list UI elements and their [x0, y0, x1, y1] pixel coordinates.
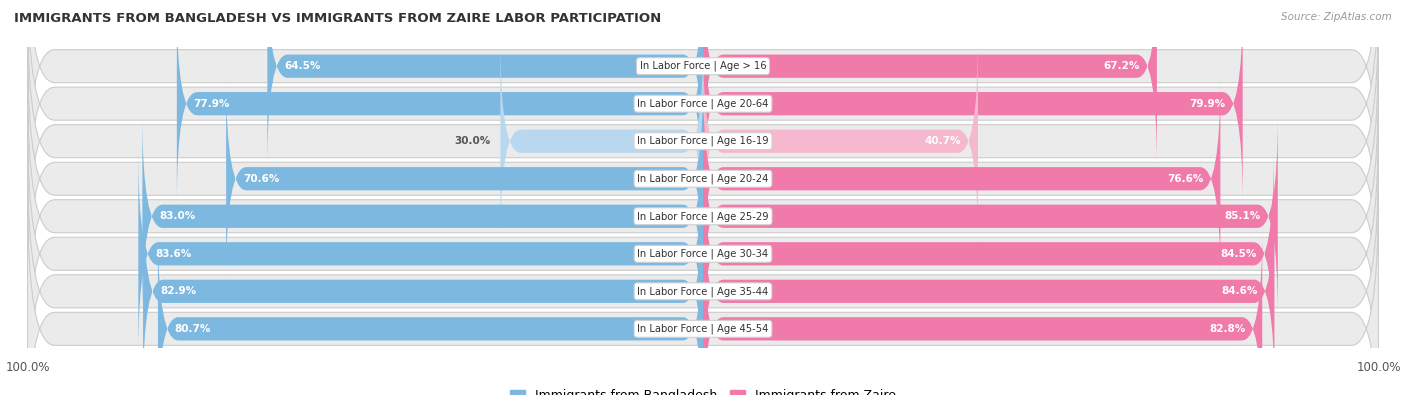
Text: In Labor Force | Age > 16: In Labor Force | Age > 16	[640, 61, 766, 71]
FancyBboxPatch shape	[28, 0, 1378, 237]
Text: 83.6%: 83.6%	[155, 249, 191, 259]
FancyBboxPatch shape	[703, 40, 979, 242]
Text: In Labor Force | Age 35-44: In Labor Force | Age 35-44	[637, 286, 769, 297]
Text: 82.9%: 82.9%	[160, 286, 195, 296]
Text: 84.6%: 84.6%	[1222, 286, 1257, 296]
Text: 76.6%: 76.6%	[1167, 174, 1204, 184]
Text: 83.0%: 83.0%	[159, 211, 195, 221]
Text: In Labor Force | Age 20-24: In Labor Force | Age 20-24	[637, 173, 769, 184]
Text: 64.5%: 64.5%	[284, 61, 321, 71]
FancyBboxPatch shape	[703, 3, 1243, 205]
Text: 84.5%: 84.5%	[1220, 249, 1257, 259]
Text: 67.2%: 67.2%	[1104, 61, 1140, 71]
FancyBboxPatch shape	[28, 8, 1378, 275]
FancyBboxPatch shape	[28, 120, 1378, 387]
Text: 82.8%: 82.8%	[1209, 324, 1246, 334]
Text: In Labor Force | Age 45-54: In Labor Force | Age 45-54	[637, 324, 769, 334]
FancyBboxPatch shape	[267, 0, 703, 167]
Text: In Labor Force | Age 30-34: In Labor Force | Age 30-34	[637, 248, 769, 259]
Text: 85.1%: 85.1%	[1225, 211, 1261, 221]
Legend: Immigrants from Bangladesh, Immigrants from Zaire: Immigrants from Bangladesh, Immigrants f…	[505, 384, 901, 395]
FancyBboxPatch shape	[703, 190, 1274, 392]
Text: In Labor Force | Age 25-29: In Labor Force | Age 25-29	[637, 211, 769, 222]
FancyBboxPatch shape	[28, 195, 1378, 395]
FancyBboxPatch shape	[143, 190, 703, 392]
FancyBboxPatch shape	[703, 228, 1263, 395]
Text: 79.9%: 79.9%	[1189, 99, 1226, 109]
FancyBboxPatch shape	[28, 83, 1378, 350]
Text: 77.9%: 77.9%	[194, 99, 231, 109]
Text: In Labor Force | Age 20-64: In Labor Force | Age 20-64	[637, 98, 769, 109]
Text: In Labor Force | Age 16-19: In Labor Force | Age 16-19	[637, 136, 769, 147]
FancyBboxPatch shape	[28, 158, 1378, 395]
FancyBboxPatch shape	[28, 45, 1378, 312]
Text: 40.7%: 40.7%	[925, 136, 962, 146]
FancyBboxPatch shape	[138, 153, 703, 355]
FancyBboxPatch shape	[157, 228, 703, 395]
FancyBboxPatch shape	[703, 153, 1274, 355]
FancyBboxPatch shape	[501, 40, 703, 242]
FancyBboxPatch shape	[703, 0, 1157, 167]
Text: 80.7%: 80.7%	[174, 324, 211, 334]
FancyBboxPatch shape	[142, 115, 703, 317]
FancyBboxPatch shape	[28, 0, 1378, 200]
FancyBboxPatch shape	[703, 78, 1220, 280]
Text: 30.0%: 30.0%	[454, 136, 491, 146]
FancyBboxPatch shape	[226, 78, 703, 280]
Text: Source: ZipAtlas.com: Source: ZipAtlas.com	[1281, 12, 1392, 22]
FancyBboxPatch shape	[703, 115, 1278, 317]
Text: 70.6%: 70.6%	[243, 174, 280, 184]
FancyBboxPatch shape	[177, 3, 703, 205]
Text: IMMIGRANTS FROM BANGLADESH VS IMMIGRANTS FROM ZAIRE LABOR PARTICIPATION: IMMIGRANTS FROM BANGLADESH VS IMMIGRANTS…	[14, 12, 661, 25]
